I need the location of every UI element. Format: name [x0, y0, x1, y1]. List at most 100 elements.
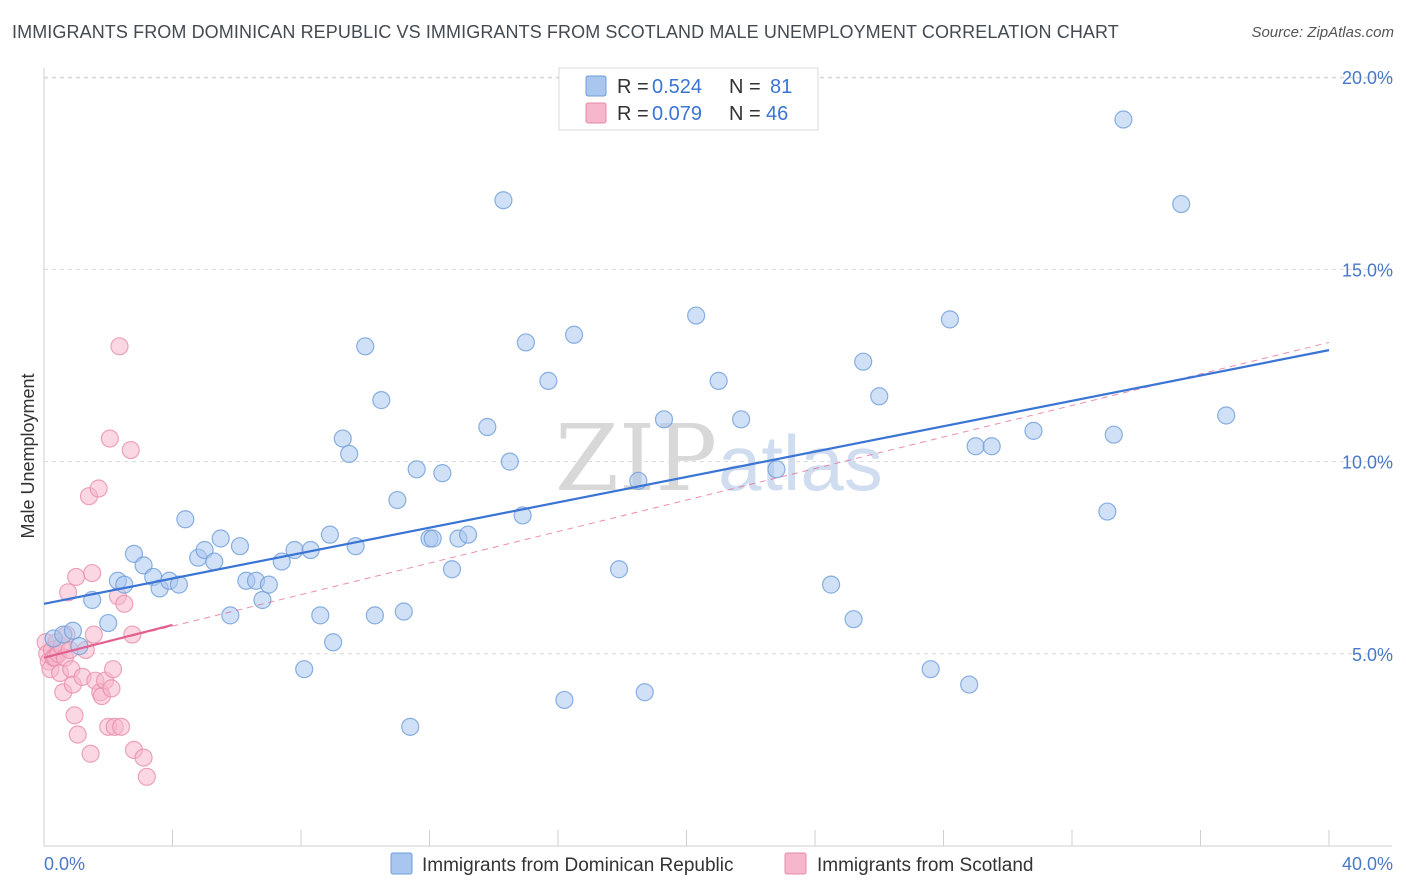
dominican-point — [854, 352, 873, 371]
correlation-legend: R = 0.524 N = 81 R = 0.079 N = 46 — [558, 67, 819, 131]
dominican-point — [407, 460, 426, 479]
dominican-point — [388, 490, 407, 510]
x-axis-ticks — [43, 830, 1330, 846]
y-tick-label: 10.0% — [1342, 453, 1393, 473]
series-legend: Immigrants from Dominican Republic Immig… — [390, 852, 1033, 876]
y-tick-label: 20.0% — [1342, 68, 1393, 88]
dominican-point — [555, 690, 574, 710]
legend-r-value-1: 0.524 — [652, 76, 702, 98]
dominican-point — [311, 606, 330, 625]
scotland-point — [67, 567, 86, 587]
dominican-point — [564, 325, 584, 344]
dominican-point — [709, 371, 728, 390]
dominican-point — [940, 310, 960, 329]
dominican-point — [372, 391, 391, 410]
dominican-point — [960, 675, 979, 694]
legend-n-value-2: 46 — [766, 103, 788, 125]
scotland-trend-extension — [43, 341, 1330, 659]
scotland-trend-line — [43, 623, 173, 659]
y-tick-label: 15.0% — [1342, 260, 1393, 280]
scotland-point — [115, 594, 134, 613]
legend-swatch-blue — [585, 75, 607, 97]
dominican-point — [333, 429, 352, 448]
dominican-point — [324, 633, 343, 652]
series-legend-swatch-scotland — [784, 852, 807, 875]
dominican-point — [500, 452, 519, 471]
y-tick-label: 5.0% — [1352, 645, 1393, 665]
x-tick-label-max: 40.0% — [1342, 854, 1393, 874]
legend-r-label-1: R = — [617, 76, 649, 98]
trend-lines — [43, 341, 1330, 659]
dominican-point — [221, 606, 240, 625]
dominican-point — [253, 590, 272, 610]
dominican-point — [687, 306, 706, 325]
dominican-point — [442, 560, 462, 579]
dominican-point — [423, 529, 442, 548]
dominican-point — [1172, 194, 1191, 214]
dominican-point — [340, 444, 359, 464]
dominican-point — [433, 464, 452, 483]
dominican-point — [1104, 425, 1123, 444]
dominican-point — [478, 417, 497, 437]
dominican-point — [516, 333, 535, 352]
scotland-point — [58, 583, 78, 602]
dominican-point — [982, 437, 1001, 456]
dominican-point — [1217, 406, 1236, 425]
dominican-point — [176, 510, 195, 529]
dominican-point — [365, 606, 384, 625]
dominican-point — [458, 525, 478, 544]
source-label: Source: ZipAtlas.com — [1251, 24, 1394, 41]
dominican-point — [394, 602, 413, 621]
scotland-point — [89, 479, 108, 498]
scotland-point — [83, 563, 102, 583]
dominican-point — [230, 537, 250, 556]
dominican-point — [356, 337, 375, 356]
watermark: ZIP atlas — [555, 405, 883, 512]
dominican-point — [844, 610, 863, 629]
dominican-point — [966, 437, 985, 456]
scotland-point — [137, 767, 156, 786]
dominican-point — [401, 717, 420, 736]
legend-swatch-pink — [585, 102, 607, 124]
dominican-point — [494, 191, 513, 210]
legend-n-label-2: N = — [729, 103, 761, 125]
series-legend-label-dominican: Immigrants from Dominican Republic — [422, 855, 734, 876]
scotland-point — [68, 725, 87, 744]
y-axis-label: Male Unemployment — [18, 373, 38, 538]
dominican-point — [1114, 110, 1133, 129]
dominican-point — [767, 460, 786, 479]
dominican-point — [1024, 421, 1043, 440]
chart-title: IMMIGRANTS FROM DOMINICAN REPUBLIC VS IM… — [12, 22, 1119, 42]
dominican-point — [205, 552, 224, 571]
axes — [43, 68, 1392, 847]
series-legend-label-scotland: Immigrants from Scotland — [817, 855, 1033, 876]
series-legend-swatch-dominican — [390, 852, 413, 875]
scotland-point — [84, 625, 103, 644]
legend-n-label-1: N = — [729, 76, 761, 98]
dominican-point — [1098, 502, 1117, 521]
dominican-point — [539, 371, 558, 390]
dominican-trend-line — [43, 349, 1330, 605]
dominican-point — [921, 660, 940, 679]
watermark-atlas: atlas — [718, 419, 883, 507]
dominican-point — [732, 410, 751, 429]
scotland-point — [111, 717, 131, 736]
dominican-point — [870, 387, 889, 406]
dominican-point — [211, 529, 230, 548]
legend-n-value-1: 81 — [770, 76, 792, 98]
scotland-point — [103, 660, 123, 679]
x-tick-label-min: 0.0% — [44, 854, 85, 874]
series-dominican-points — [44, 110, 1236, 736]
scotland-point — [81, 744, 100, 763]
y-axis-tick-labels: 5.0% 10.0% 15.0% 20.0% — [1342, 68, 1393, 665]
dominican-point — [115, 575, 134, 594]
dominican-point — [821, 575, 841, 594]
dominican-point — [609, 560, 629, 579]
scotland-point — [110, 337, 129, 356]
scotland-point — [100, 429, 119, 448]
scotland-point — [102, 679, 121, 698]
scotland-point — [121, 440, 140, 460]
scotland-point — [65, 706, 84, 725]
dominican-point — [63, 621, 83, 640]
